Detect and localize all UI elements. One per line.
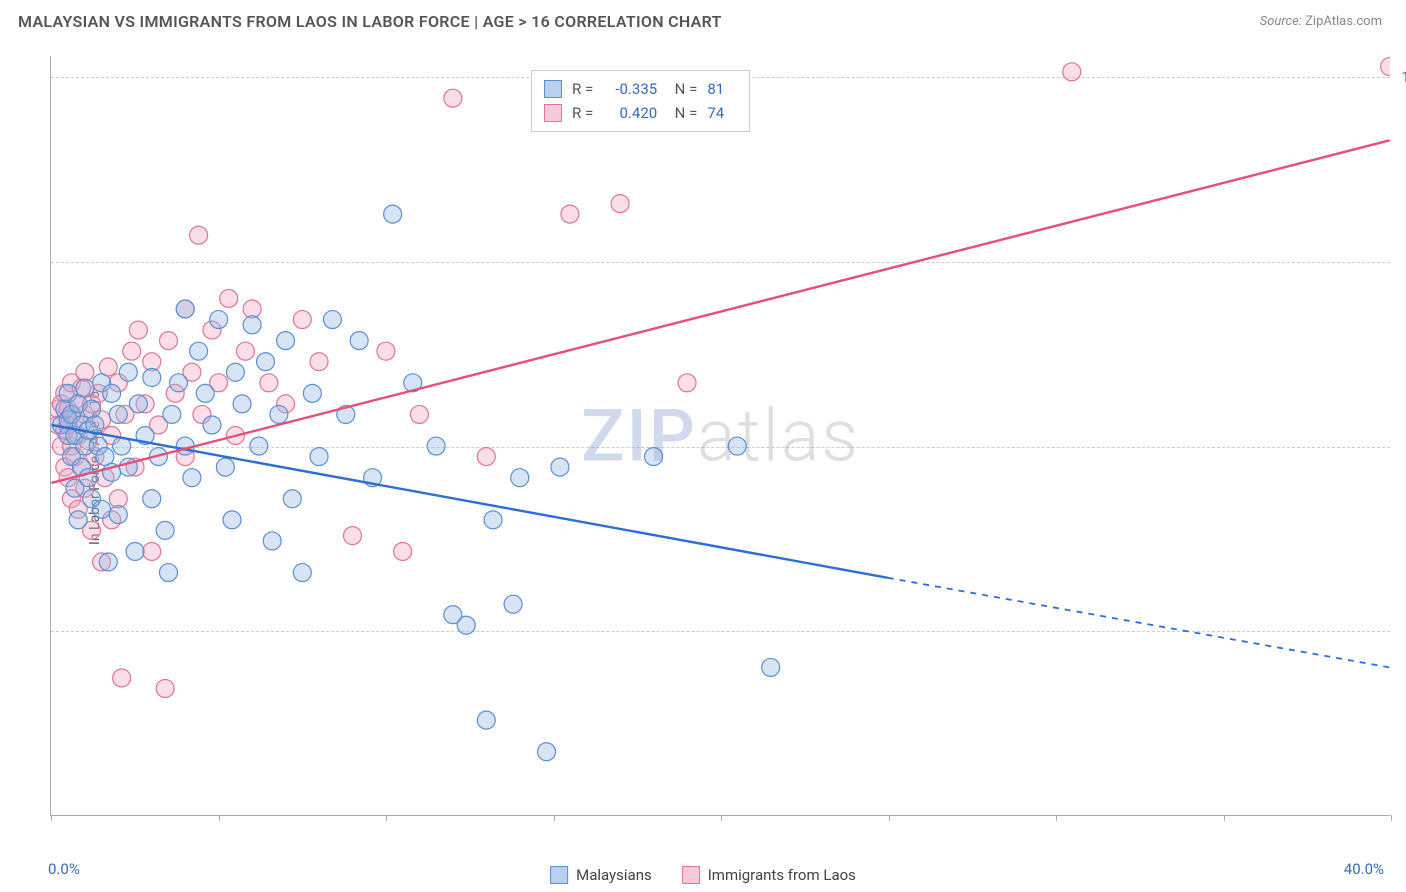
stat-r-value-laos: 0.420 (603, 101, 657, 125)
swatch-malaysians-icon (550, 866, 568, 884)
stat-n-value-laos: 74 (707, 101, 737, 125)
legend-label-malaysians: Malaysians (576, 866, 652, 884)
chart-container: In Labor Force | Age > 16 ZIPatlas R = -… (0, 44, 1406, 892)
swatch-laos (544, 104, 562, 122)
x-tick (386, 815, 387, 821)
stat-n-value-malaysians: 81 (707, 77, 737, 101)
stat-n-label: N = (667, 77, 697, 101)
x-axis-min-label: 0.0% (48, 860, 80, 878)
x-tick (1224, 815, 1225, 821)
plot-area: ZIPatlas R = -0.335 N = 81 R = 0.420 N =… (50, 56, 1390, 816)
x-tick (1391, 815, 1392, 821)
header: MALAYSIAN VS IMMIGRANTS FROM LAOS IN LAB… (0, 0, 1406, 43)
y-tick-label: 100.0% (1401, 68, 1406, 86)
x-tick (721, 815, 722, 821)
stat-r-label: R = (572, 101, 593, 125)
swatch-malaysians (544, 80, 562, 98)
source-value: ZipAtlas.com (1305, 14, 1382, 29)
stat-n-label: N = (667, 101, 697, 125)
x-tick (554, 815, 555, 821)
stat-r-value-malaysians: -0.335 (603, 77, 657, 101)
legend-bottom: Malaysians Immigrants from Laos (550, 866, 856, 884)
legend-item-malaysians: Malaysians (550, 866, 652, 884)
correlation-legend: R = -0.335 N = 81 R = 0.420 N = 74 (531, 70, 750, 132)
legend-row-laos: R = 0.420 N = 74 (544, 101, 737, 125)
stat-r-label: R = (572, 77, 593, 101)
x-tick (1056, 815, 1057, 821)
legend-label-laos: Immigrants from Laos (708, 866, 856, 884)
scatter-svg (51, 56, 1390, 815)
legend-item-laos: Immigrants from Laos (682, 866, 856, 884)
x-axis-max-label: 40.0% (1344, 860, 1384, 878)
source-label: Source: (1260, 14, 1302, 29)
source-citation: Source: ZipAtlas.com (1260, 14, 1382, 29)
swatch-laos-icon (682, 866, 700, 884)
legend-row-malaysians: R = -0.335 N = 81 (544, 77, 737, 101)
x-tick (219, 815, 220, 821)
x-tick (51, 815, 52, 821)
chart-title: MALAYSIAN VS IMMIGRANTS FROM LAOS IN LAB… (18, 12, 722, 31)
x-tick (889, 815, 890, 821)
